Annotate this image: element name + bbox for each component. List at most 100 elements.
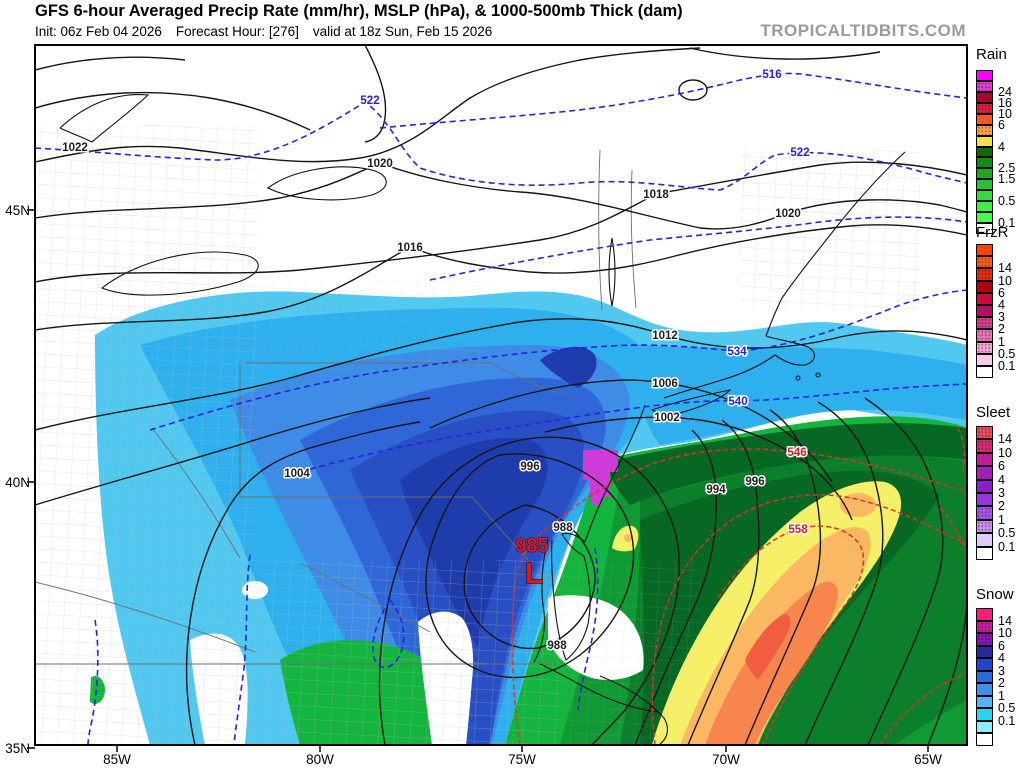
legend-cell [976, 80, 993, 92]
legend-cell [976, 157, 993, 169]
legend-cell-label: 0.1 [998, 216, 1016, 231]
legend-cell-label: 0.5 [998, 526, 1016, 541]
legend-cell-label: 0.5 [998, 194, 1016, 209]
mslp-contour-label: 1020 [367, 158, 393, 170]
titlebar: GFS 6-hour Averaged Precip Rate (mm/hr),… [35, 2, 975, 39]
legend-cell-label: 2 [998, 676, 1005, 690]
state-borders [36, 149, 637, 665]
legend-cell-label: 14 [998, 432, 1012, 447]
legend-cell [976, 479, 993, 493]
legend-scale-title-frzr: FrzR [976, 224, 1009, 241]
mslp-contour-label: 988 [553, 522, 573, 534]
latitude-labels: 45N 40N 35N [5, 203, 30, 756]
legend-cell [976, 620, 993, 633]
legend-cell-label: 10 [998, 445, 1012, 460]
legend-cell [976, 317, 993, 330]
thickness-contours-blue [36, 72, 966, 744]
legend-cell [976, 366, 993, 379]
thickness-label-blue: 522 [360, 95, 379, 107]
mslp-labels: 1022 1020 1018 1020 1016 1012 1006 1002 1004 996 9… [61, 141, 803, 654]
longitude-label: 65W [914, 752, 942, 767]
mslp-contour-label: 1022 [62, 142, 88, 154]
legend-cell [976, 341, 993, 354]
legend-cell [976, 645, 993, 658]
legend-cell [976, 280, 993, 293]
legend-cell-label: 10 [998, 626, 1012, 640]
mslp-contour-label: 1002 [654, 412, 680, 424]
legend-cell [976, 466, 993, 480]
latitude-label: 45N [5, 203, 30, 218]
legend-cell-label: 6 [998, 638, 1005, 653]
legend-cell-label: 4 [998, 651, 1005, 665]
legend-cell-label: 1 [998, 688, 1005, 703]
legend-cell-label: 24 [998, 84, 1012, 99]
map-title: GFS 6-hour Averaged Precip Rate (mm/hr),… [35, 2, 683, 20]
legend-cell [976, 608, 993, 621]
legend-cell-label: 0.1 [998, 359, 1016, 373]
legend-cell [976, 179, 993, 191]
thickness-label-blue: 534 [727, 346, 747, 358]
legend-cell [976, 708, 993, 721]
legend-scale-title-sleet: Sleet [976, 404, 1011, 421]
legend-cell [976, 670, 993, 683]
mslp-contour-label: 988 [547, 640, 567, 652]
latitude-label: 35N [5, 741, 30, 756]
thickness-label-blue: 540 [728, 396, 747, 408]
legend-cell [976, 695, 993, 708]
thickness-labels-red: 546 558 [786, 446, 810, 538]
legend-cell-label: 14 [998, 613, 1012, 628]
map-subtitle: Init: 06z Feb 04 2026 Forecast Hour: [276… [35, 24, 975, 39]
latitude-label: 40N [5, 475, 30, 490]
legend-cell [976, 633, 993, 646]
thickness-label-blue: 516 [762, 69, 781, 81]
legend-cell-label: 0.5 [998, 346, 1016, 361]
legend-cell-label: 1.5 [998, 172, 1016, 187]
longitude-label: 80W [306, 752, 334, 767]
precip-legend: Rain 24 16 10 6 4 2.5 1.5 0.5 0.1 FrzR 14 10 6 4 3 2 1 0.5… [974, 0, 1024, 772]
legend-cell [976, 733, 993, 746]
legend-cell [976, 292, 993, 305]
mslp-contour-label: 994 [706, 484, 726, 496]
legend-cell-label: 4 [998, 139, 1005, 154]
watermark: TROPICALTIDBITS.COM [760, 21, 966, 40]
legend-cell-label: 0.5 [998, 701, 1016, 715]
legend-cell-label: 0.1 [998, 713, 1016, 728]
legend-cell-label: 1 [998, 512, 1005, 527]
legend-cell-label: 1 [998, 334, 1005, 349]
mslp-contour-label: 1018 [643, 189, 669, 201]
thickness-label-blue: 522 [790, 147, 809, 159]
mslp-contour-label: 996 [745, 476, 764, 488]
legend-cell [976, 268, 993, 281]
legend-cell-label: 2 [998, 499, 1005, 514]
legend-cell [976, 102, 993, 114]
longitude-label: 75W [508, 752, 536, 767]
thickness-label-red: 546 [787, 447, 806, 459]
longitude-label: 70W [712, 752, 740, 767]
legend-cell [976, 452, 993, 467]
legend-cell [976, 212, 993, 223]
legend-cell-label: 4 [998, 472, 1005, 487]
mslp-contour-label: 1012 [652, 330, 678, 342]
legend-cell [976, 135, 993, 147]
legend-cell-label: 3 [998, 310, 1005, 325]
legend-cell-label: 6 [998, 117, 1005, 132]
legend-cell [976, 439, 993, 453]
legend-cell-label: 16 [998, 95, 1012, 110]
legend-cell-label: 3 [998, 663, 1005, 678]
mslp-contour-label: 1016 [397, 242, 423, 254]
longitude-labels: 85W 80W 75W 70W 65W [103, 752, 942, 767]
legend-cell [976, 506, 993, 520]
mslp-contour-label: 996 [520, 461, 539, 473]
legend-cell-label: 10 [998, 106, 1012, 121]
valid-time: valid at 18z Sun, Feb 15 2026 [312, 24, 493, 39]
mslp-contour-label: 1004 [284, 468, 310, 480]
legend-cell-label: 6 [998, 459, 1005, 474]
map-frame [34, 44, 968, 746]
legend-cell [976, 124, 993, 136]
legend-cell [976, 305, 993, 318]
legend-cell-label: 2 [998, 322, 1005, 337]
legend-cell [976, 256, 993, 269]
mslp-contour-label: 1020 [775, 208, 801, 220]
